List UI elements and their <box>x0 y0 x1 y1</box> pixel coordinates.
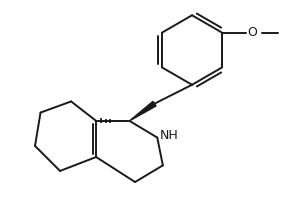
Text: NH: NH <box>160 129 178 142</box>
Text: O: O <box>247 26 257 39</box>
Polygon shape <box>130 101 156 121</box>
